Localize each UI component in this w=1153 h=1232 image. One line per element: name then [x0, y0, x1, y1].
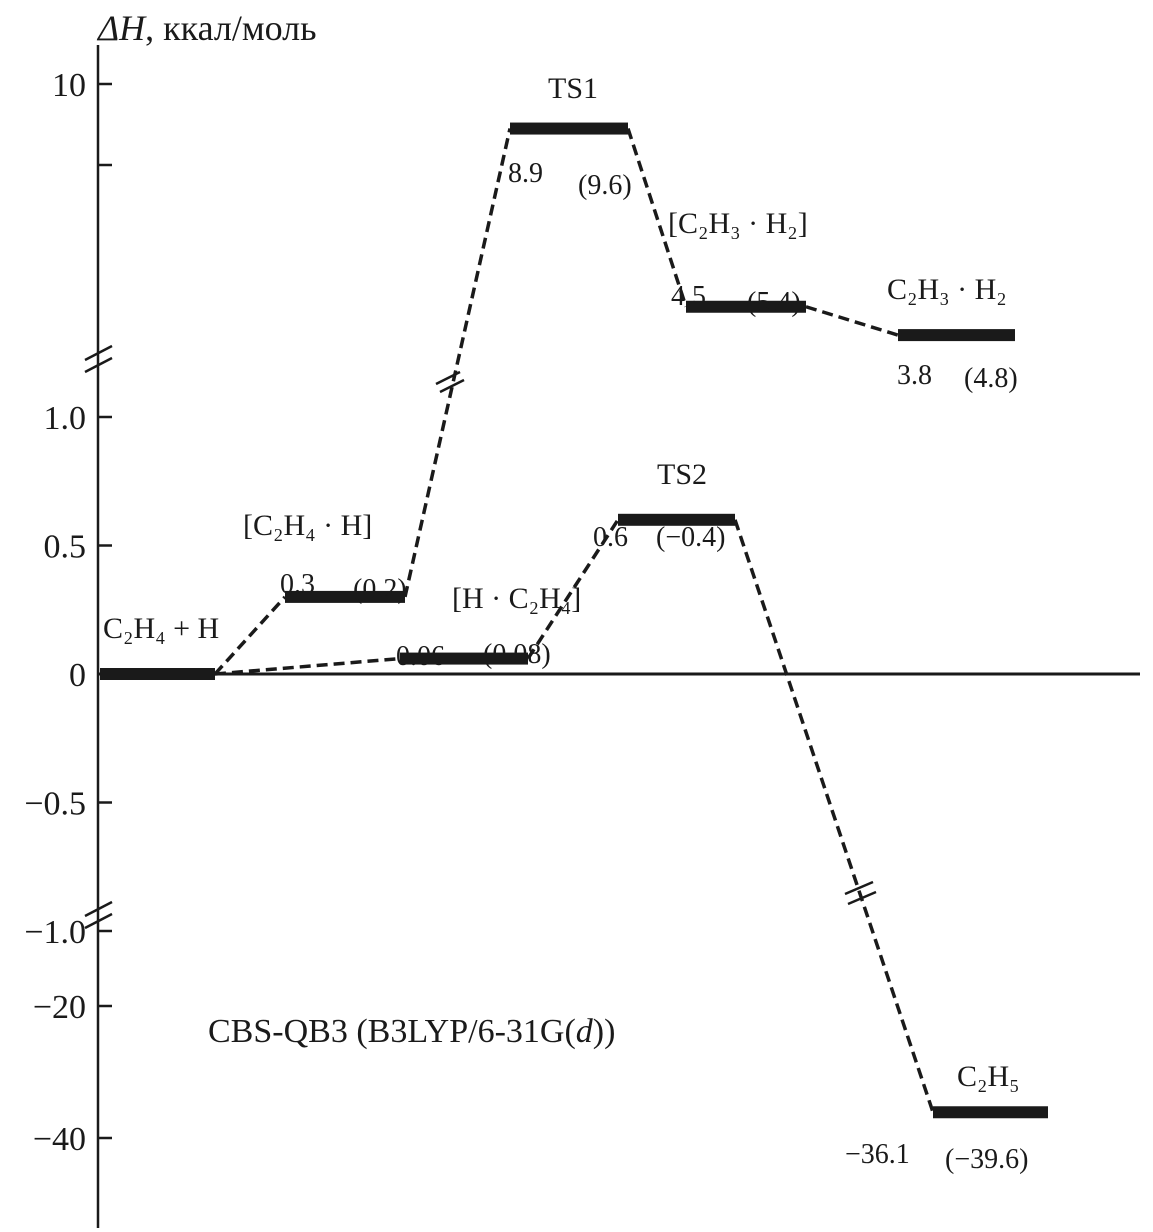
connector-ts1-to-c2h3h2_complex: [626, 128, 688, 308]
level-bar-c2h3h2: [898, 329, 1015, 342]
alt-label-c2h5: (−39.6): [945, 1144, 1028, 1175]
axis-break-lower: [84, 900, 113, 930]
axis-title: ΔH, ккал/моль: [96, 8, 317, 48]
y-tick-label: −20: [33, 989, 86, 1026]
y-axis-ticks: 10 1.0 0.5 0 −0.5 −1.0 −20 −40: [24, 67, 112, 1158]
state-label-hc2h4: [H · C₂H₄]: [452, 582, 581, 615]
path-break-ts1: [435, 370, 465, 394]
energy-levels: [100, 122, 1048, 1119]
value-label-hc2h4: 0.06: [396, 641, 445, 672]
value-label-c2h3h2-complex: 4.5: [671, 281, 706, 312]
state-label-c2h5: C₂H₅: [957, 1060, 1020, 1093]
y-tick-label: 1.0: [44, 400, 87, 437]
alt-label-hc2h4: (0.08): [483, 639, 551, 670]
method-label: CBS-QB3 (B3LYP/6-31G(d)): [208, 1013, 615, 1050]
state-label-ts2: TS2: [657, 458, 707, 491]
connector-c2h3h2_complex-to-c2h3h2: [805, 305, 899, 337]
alt-label-c2h3h2: (4.8): [964, 363, 1018, 394]
value-labels: 0.3 (0.2) 0.06 (0.08) 0.6 (−0.4) 8.9 (9.…: [280, 158, 1028, 1175]
level-bar-c2h3h2_complex: [686, 300, 806, 313]
state-label-ts1: TS1: [548, 72, 598, 105]
state-label-c2h4h: [C₂H₄ · H]: [243, 509, 372, 542]
level-bar-hc2h4: [400, 652, 528, 665]
alt-label-c2h3h2-complex: (5.4): [747, 287, 801, 318]
state-labels: C₂H₄ + H [C₂H₄ · H] [H · C₂H₄] TS2 TS1 […: [103, 72, 1020, 1093]
pathway-connectors: [213, 128, 935, 1113]
alt-label-ts1: (9.6): [578, 170, 632, 201]
level-bar-c2h5: [933, 1106, 1048, 1119]
state-label-c2h3h2: C₂H₃ · H₂: [887, 273, 1007, 306]
alt-label-c2h4h: (0.2): [353, 574, 407, 605]
y-tick-label: 0: [69, 657, 86, 694]
value-label-c2h5: −36.1: [845, 1139, 910, 1170]
y-tick-label: −40: [33, 1121, 86, 1158]
value-label-c2h4h: 0.3: [280, 569, 315, 600]
level-bar-ts1: [510, 122, 628, 135]
value-label-ts2: 0.6: [593, 522, 628, 553]
value-label-c2h3h2: 3.8: [897, 360, 932, 391]
connector-ts2-to-c2h5: [733, 519, 935, 1113]
y-tick-label: 10: [52, 67, 86, 104]
axis-break-upper: [84, 344, 113, 374]
axis-title-symbol: ΔH: [96, 8, 147, 48]
level-bar-ts2: [618, 513, 735, 526]
state-label-reactants: C₂H₄ + H: [103, 612, 219, 645]
connector-hc2h4-to-ts2: [526, 518, 620, 660]
connector-c2h4h-to-ts1: [403, 128, 512, 598]
connector-reactants-to-c2h4h: [213, 595, 287, 676]
level-bar-reactants: [100, 668, 215, 680]
level-bar-c2h4h: [285, 590, 405, 603]
value-label-ts1: 8.9: [508, 158, 543, 189]
axis-title-unit: , ккал/моль: [145, 8, 316, 48]
y-tick-label: 0.5: [44, 529, 87, 566]
connector-reactants-to-hc2h4: [214, 656, 401, 676]
y-tick-label: −0.5: [24, 786, 86, 823]
state-label-c2h3h2-complex: [C₂H₃ · H₂]: [668, 207, 808, 240]
y-tick-label: −1.0: [24, 914, 86, 951]
path-break-c2h5: [844, 880, 877, 906]
alt-label-ts2: (−0.4): [656, 522, 725, 553]
